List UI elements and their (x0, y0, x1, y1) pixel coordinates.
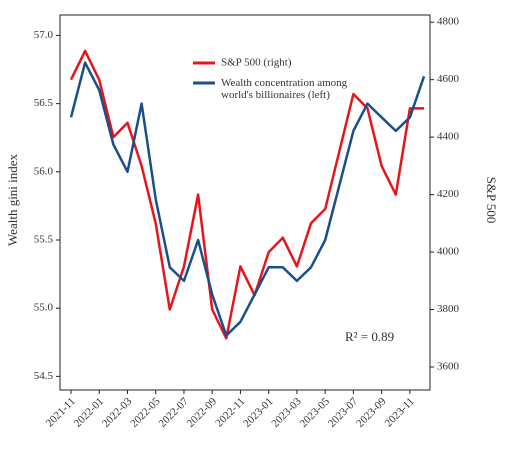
x-tick-label: 2023-05 (298, 395, 333, 430)
x-tick-label: 2023-09 (354, 395, 389, 430)
x-tick-label: 2022-03 (100, 395, 135, 430)
y2-tick-label: 4200 (437, 188, 460, 200)
y2-tick-label: 4800 (437, 16, 460, 28)
x-tick-label: 2023-11 (383, 395, 417, 429)
series-line (69, 61, 426, 337)
legend-label: Wealth concentration among world's billi… (221, 77, 350, 101)
y-tick-label: 55.0 (34, 302, 54, 314)
y2-axis-label: S&P 500 (484, 177, 499, 224)
y2-tick-label: 4600 (437, 73, 460, 85)
x-tick-label: 2022-11 (213, 395, 247, 429)
x-tick-label: 2023-03 (269, 395, 304, 430)
plot-frame (59, 14, 431, 391)
x-tick-label: 2023-07 (326, 395, 361, 430)
y-tick-label: 57.0 (34, 29, 54, 41)
y2-tick-label: 3600 (437, 361, 460, 373)
y-tick-label: 54.5 (34, 370, 54, 382)
y-axis-label: Wealth gini index (5, 153, 20, 246)
annotation: R² = 0.89 (345, 329, 394, 344)
y-tick-label: 56.0 (34, 165, 54, 177)
x-tick-label: 2023-01 (241, 395, 275, 429)
x-tick-label: 2022-01 (72, 395, 106, 429)
legend-label: S&P 500 (right) (221, 57, 292, 69)
x-tick-label: 2021-11 (44, 395, 78, 429)
x-tick-label: 2022-05 (128, 395, 163, 430)
x-tick-label: 2022-07 (156, 395, 191, 430)
y-tick-label: 56.5 (34, 97, 54, 109)
y2-tick-label: 3800 (437, 303, 460, 315)
y2-tick-label: 4400 (437, 131, 460, 143)
y-tick-label: 55.5 (34, 234, 54, 246)
x-tick-label: 2022-09 (185, 395, 220, 430)
y2-tick-label: 4000 (437, 246, 460, 258)
